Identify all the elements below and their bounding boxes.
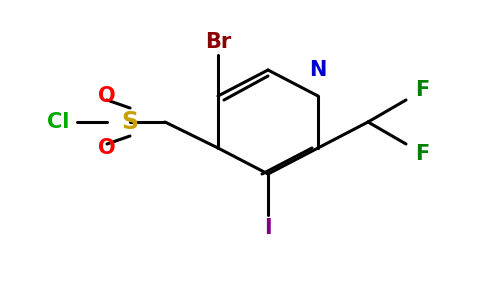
Text: F: F bbox=[415, 80, 429, 100]
Text: I: I bbox=[264, 218, 272, 238]
Text: S: S bbox=[121, 110, 138, 134]
Text: O: O bbox=[98, 138, 116, 158]
Text: O: O bbox=[98, 86, 116, 106]
Text: Br: Br bbox=[205, 32, 231, 52]
Text: F: F bbox=[415, 144, 429, 164]
Text: N: N bbox=[309, 60, 327, 80]
Text: Cl: Cl bbox=[47, 112, 69, 132]
